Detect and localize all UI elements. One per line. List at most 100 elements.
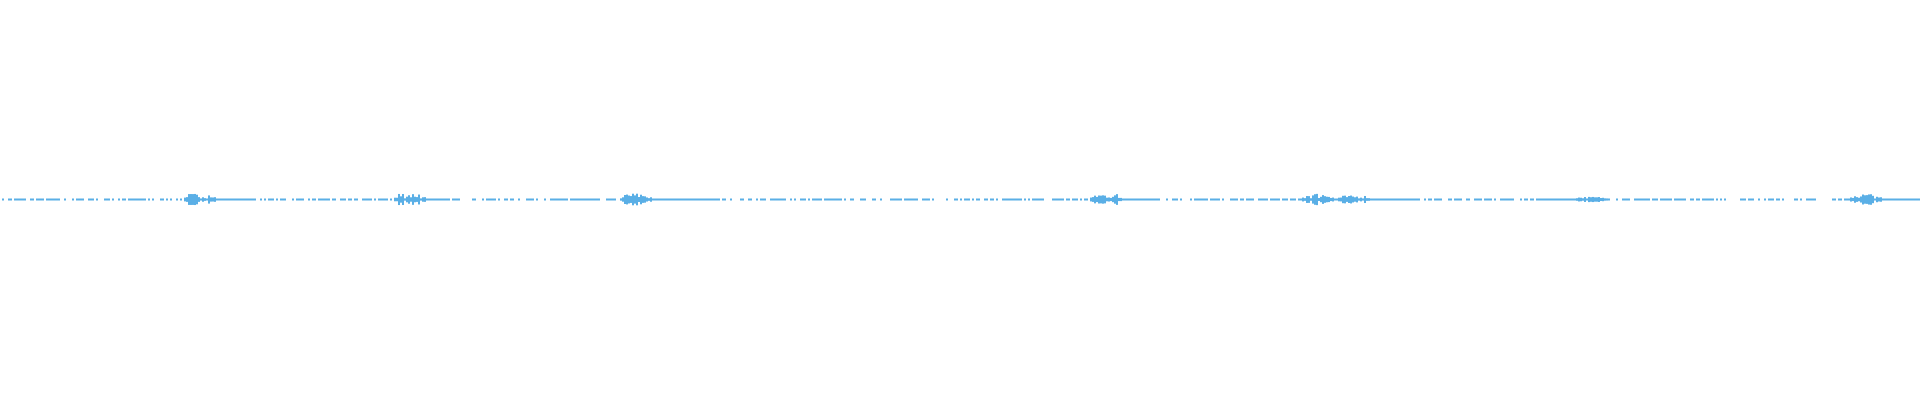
waveform-sample — [1212, 198, 1214, 201]
waveform-sample — [1086, 198, 1088, 201]
waveform-sample — [1332, 197, 1334, 202]
waveform-sample — [718, 198, 720, 201]
waveform-sample — [396, 197, 398, 202]
waveform-sample — [1466, 198, 1468, 201]
waveform-sample — [384, 198, 386, 201]
waveform-sample — [1582, 198, 1584, 201]
waveform-sample — [1838, 198, 1840, 201]
waveform-sample — [716, 198, 718, 201]
waveform-sample — [1292, 198, 1294, 201]
waveform-sample — [1468, 198, 1470, 201]
waveform-sample — [284, 198, 286, 201]
waveform-sample — [894, 198, 896, 201]
waveform-sample — [1856, 197, 1858, 202]
waveform-sample — [1360, 197, 1362, 202]
waveform-sample — [582, 198, 584, 201]
waveform-sample — [666, 198, 668, 201]
waveform-sample — [1858, 197, 1860, 202]
waveform-sample — [1512, 198, 1514, 201]
waveform-sample — [472, 198, 474, 201]
waveform-sample — [112, 198, 114, 201]
waveform-sample — [296, 198, 298, 201]
waveform-sample — [1586, 198, 1588, 201]
waveform-sample — [1690, 198, 1692, 201]
waveform-sample — [1568, 198, 1570, 201]
waveform-sample — [1350, 195, 1352, 204]
waveform-sample — [960, 198, 962, 201]
waveform-sample — [778, 198, 780, 201]
waveform-sample — [1282, 198, 1284, 201]
waveform-sample — [1330, 197, 1332, 202]
waveform-sample — [722, 198, 724, 201]
waveform-sample — [1450, 198, 1452, 201]
waveform-sample — [1622, 198, 1624, 201]
waveform-sample — [976, 198, 978, 201]
waveform-sample — [1574, 198, 1576, 201]
waveform-sample — [774, 198, 776, 201]
waveform-sample — [688, 198, 690, 201]
waveform-sample — [700, 198, 702, 201]
waveform-sample — [1218, 198, 1220, 201]
waveform-sample — [584, 198, 586, 201]
waveform-sample — [890, 198, 892, 201]
waveform-sample — [474, 198, 476, 201]
waveform-sample — [1348, 196, 1350, 203]
waveform-sample — [1416, 198, 1418, 201]
waveform-sample — [1122, 198, 1124, 201]
waveform-sample — [1172, 198, 1174, 201]
waveform-sample — [1130, 198, 1132, 201]
waveform-sample — [1832, 198, 1834, 201]
waveform-sample — [1748, 198, 1750, 201]
waveform-sample — [1550, 198, 1552, 201]
waveform-sample — [1382, 198, 1384, 201]
waveform-sample — [1114, 195, 1116, 204]
waveform-sample — [984, 198, 986, 201]
waveform-sample — [340, 198, 342, 201]
waveform-sample — [622, 197, 624, 202]
waveform-sample — [628, 195, 630, 204]
waveform-sample — [1474, 198, 1476, 201]
waveform-sample — [1092, 197, 1094, 202]
waveform-sample — [1126, 198, 1128, 201]
waveform-sample — [170, 198, 172, 201]
waveform-sample — [1542, 198, 1544, 201]
waveform-sample — [1176, 198, 1178, 201]
waveform-sample — [1914, 198, 1916, 201]
waveform-sample — [1102, 195, 1104, 204]
waveform-sample — [1216, 198, 1218, 201]
waveform-sample — [1536, 198, 1538, 201]
waveform-sample — [1724, 198, 1726, 201]
waveform-sample — [186, 197, 188, 202]
waveform-sample — [356, 198, 358, 201]
waveform-sample — [1136, 198, 1138, 201]
waveform-sample — [802, 198, 804, 201]
waveform-sample — [486, 198, 488, 201]
waveform-sample — [1476, 198, 1478, 201]
waveform-sample — [1408, 198, 1410, 201]
waveform-sample — [224, 198, 226, 201]
waveform-sample — [1358, 198, 1360, 201]
waveform-sample — [1374, 198, 1376, 201]
waveform-sample — [252, 198, 254, 201]
waveform-sample — [332, 198, 334, 201]
waveform-sample — [210, 197, 212, 202]
waveform-sample — [1740, 198, 1742, 201]
waveform-sample — [1110, 197, 1112, 202]
waveform-sample — [1628, 198, 1630, 201]
waveform-sample — [908, 198, 910, 201]
waveform-sample — [986, 198, 988, 201]
waveform-sample — [626, 194, 628, 205]
waveform-sample — [152, 198, 154, 201]
waveform-sample — [1626, 198, 1628, 201]
waveform-sample — [1328, 196, 1330, 203]
waveform-sample — [192, 194, 194, 205]
waveform-sample — [322, 198, 324, 201]
waveform-sample — [212, 197, 214, 202]
waveform-sample — [292, 198, 294, 201]
waveform-sample — [656, 198, 658, 201]
waveform-sample — [1398, 198, 1400, 201]
waveform-sample — [1072, 198, 1074, 201]
waveform-sample — [42, 198, 44, 201]
waveform-sample — [1742, 198, 1744, 201]
